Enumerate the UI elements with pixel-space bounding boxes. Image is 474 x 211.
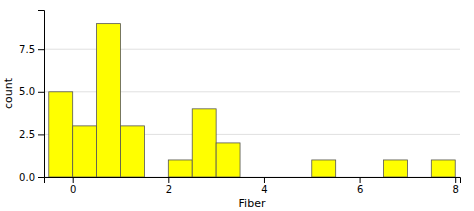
tick-mark — [38, 92, 44, 93]
tick-label: 6 — [357, 184, 363, 195]
tick-label: 5.0 — [19, 86, 35, 97]
bar — [73, 126, 97, 177]
tick-label: 2.5 — [19, 129, 35, 140]
bar — [288, 177, 312, 178]
tick-label: 4 — [261, 184, 267, 195]
tick-label: 0.0 — [19, 172, 35, 183]
bar — [312, 160, 336, 177]
y-axis-title: count — [2, 77, 15, 109]
bar — [216, 143, 240, 177]
bar — [431, 160, 455, 177]
axis-line — [45, 178, 461, 184]
tick: 4 — [261, 177, 267, 195]
bar — [383, 160, 407, 177]
tick-mark — [73, 177, 74, 183]
tick-mark — [38, 177, 44, 178]
tick: 2.5 — [19, 129, 44, 140]
bar — [264, 177, 288, 178]
tick-label: 8 — [453, 184, 459, 195]
y-axis: 0.0 2.5 5.0 7.5 — [19, 11, 44, 183]
tick: 5.0 — [19, 86, 44, 97]
tick: 0.0 — [19, 172, 44, 183]
bar — [168, 160, 192, 177]
tick-mark — [264, 177, 265, 183]
bars — [49, 24, 455, 177]
axis-line — [38, 11, 45, 178]
plot: 0 2 4 6 8 0.0 2.5 5.0 7.5 — [19, 11, 460, 196]
bar — [360, 177, 384, 178]
bar — [97, 24, 121, 177]
bar — [240, 177, 264, 178]
tick-mark — [168, 177, 169, 183]
chart: 0 2 4 6 8 0.0 2.5 5.0 7.5 Fiber count — [0, 0, 474, 211]
tick-mark — [38, 49, 44, 50]
tick-mark — [455, 177, 456, 183]
bar — [49, 92, 73, 177]
tick-mark — [360, 177, 361, 183]
tick: 8 — [453, 177, 459, 195]
tick: 6 — [357, 177, 363, 195]
bar — [407, 177, 431, 178]
tick-label: 0 — [70, 184, 76, 195]
bar — [144, 177, 168, 178]
bar — [336, 177, 360, 178]
tick-label: 7.5 — [19, 44, 35, 55]
bar — [121, 126, 145, 177]
tick: 0 — [70, 177, 76, 195]
tick-mark — [38, 134, 44, 135]
tick: 2 — [166, 177, 172, 195]
x-axis: 0 2 4 6 8 — [45, 177, 461, 195]
tick-label: 2 — [166, 184, 172, 195]
bar — [192, 109, 216, 177]
x-axis-title: Fiber — [239, 197, 266, 210]
tick: 7.5 — [19, 44, 44, 55]
